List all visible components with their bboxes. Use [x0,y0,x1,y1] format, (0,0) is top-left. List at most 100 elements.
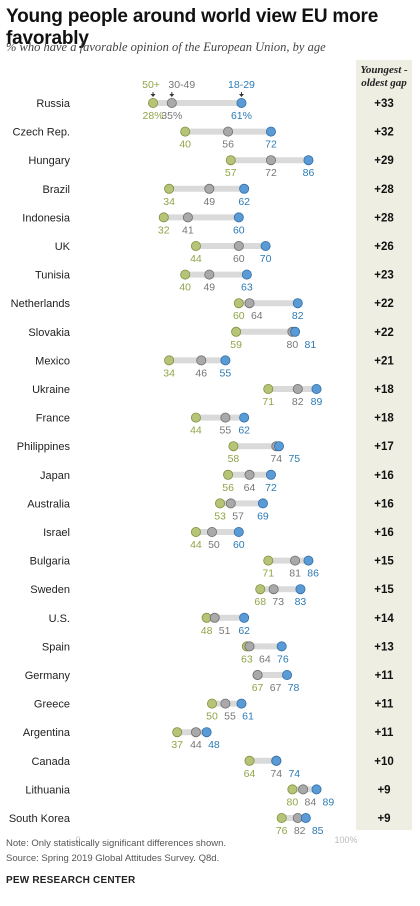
country-label: Philippines [17,441,71,453]
legend-label: 18-29 [228,79,255,91]
country-label: Indonesia [22,212,71,224]
gap-value: +26 [374,241,394,253]
dot-50-plus [190,240,201,251]
value-label-50-plus: 44 [190,425,202,437]
country-label: Sweden [30,584,70,596]
country-label: Spain [42,641,70,653]
dot-18-29 [260,240,271,251]
value-label-18-29: 72 [265,482,277,494]
gap-value: +17 [374,441,394,453]
gap-value: +28 [374,184,394,196]
value-label-30-49: 51 [219,625,231,637]
value-label-18-29: 83 [295,596,307,608]
value-label-30-49: 82 [294,825,306,837]
country-label: Lithuania [25,784,71,796]
gap-value: +11 [375,727,394,739]
dot-30-49 [225,498,236,509]
gap-value: +14 [374,613,394,625]
country-label: Bulgaria [30,556,71,568]
value-label-50-plus: 71 [262,568,274,580]
value-label-18-29: 85 [312,825,324,837]
gap-value: +10 [374,756,394,768]
dot-50-plus [180,269,191,280]
country-label: Czech Rep. [13,127,70,139]
value-label-50-plus: 67 [252,682,264,694]
value-label-50-plus: 28% [143,110,164,122]
dot-50-plus [263,383,274,394]
organization-credit: PEW RESEARCH CENTER [6,875,136,886]
value-label-50-plus: 44 [190,253,202,265]
dot-30-49 [204,269,215,280]
dot-50-plus [190,412,201,423]
value-label-50-plus: 40 [179,139,191,151]
dot-18-29 [300,813,311,824]
gap-column-header: Youngest - oldest gap [360,64,408,89]
country-label: Australia [27,498,71,510]
value-label-18-29: 89 [323,796,335,808]
dot-30-49 [223,126,234,137]
value-label-18-29: 62 [238,196,250,208]
value-label-30-49: 49 [203,282,215,294]
dot-50-plus [287,784,298,795]
country-label: Mexico [35,355,70,367]
dot-18-29 [257,498,268,509]
dot-18-29 [241,269,252,280]
country-label: France [36,413,70,425]
dot-18-29 [271,755,282,766]
value-label-30-49: 49 [203,196,215,208]
dot-50-plus [225,155,236,166]
value-label-18-29: 55 [220,367,232,379]
value-label-18-29: 86 [303,167,315,179]
gap-value: +23 [374,270,394,282]
dot-30-49 [209,612,220,623]
dot-18-29 [239,612,250,623]
gap-value: +11 [375,670,394,682]
dot-18-29 [276,641,287,652]
dot-50-plus [228,441,239,452]
dot-18-29 [236,98,247,109]
gap-value: +18 [374,413,394,425]
gap-column-background [356,60,412,830]
country-label: Ukraine [32,384,70,396]
dot-30-49 [220,412,231,423]
dot-18-29 [265,126,276,137]
gap-value: +15 [374,556,394,568]
dot-30-49 [220,698,231,709]
value-label-50-plus: 40 [179,282,191,294]
gap-value: +18 [374,384,394,396]
value-label-50-plus: 68 [254,596,266,608]
dot-30-49 [292,383,303,394]
value-label-18-29: 61% [231,110,252,122]
dot-18-29 [265,469,276,480]
dot-30-49 [244,469,255,480]
value-label-18-29: 81 [305,339,317,351]
dot-30-49 [190,727,201,738]
dot-50-plus [276,813,287,824]
value-label-50-plus: 44 [190,539,202,551]
dot-18-29 [292,298,303,309]
dot-30-49 [182,212,193,223]
dot-18-29 [303,155,314,166]
dot-50-plus [172,727,183,738]
dot-18-29 [282,670,293,681]
dot-18-29 [239,183,250,194]
dot-18-29 [295,584,306,595]
value-label-30-49: 46 [195,367,207,379]
dot-30-49 [298,784,309,795]
value-label-50-plus: 32 [158,224,170,236]
value-label-30-49: 56 [222,139,234,151]
value-label-18-29: 86 [307,568,319,580]
value-label-18-29: 78 [288,682,300,694]
gap-value: +22 [374,327,394,339]
value-label-30-49: 81 [289,568,301,580]
country-label: U.S. [49,613,70,625]
value-label-18-29: 60 [233,539,245,551]
value-label-30-49: 60 [233,253,245,265]
value-label-50-plus: 48 [201,625,213,637]
axis-max-label: 100% [334,835,357,845]
country-label: Canada [31,756,70,768]
value-label-30-49: 57 [232,510,244,522]
legend-arrowhead [169,94,175,97]
country-label: Argentina [23,727,71,739]
country-label: Slovakia [28,327,70,339]
